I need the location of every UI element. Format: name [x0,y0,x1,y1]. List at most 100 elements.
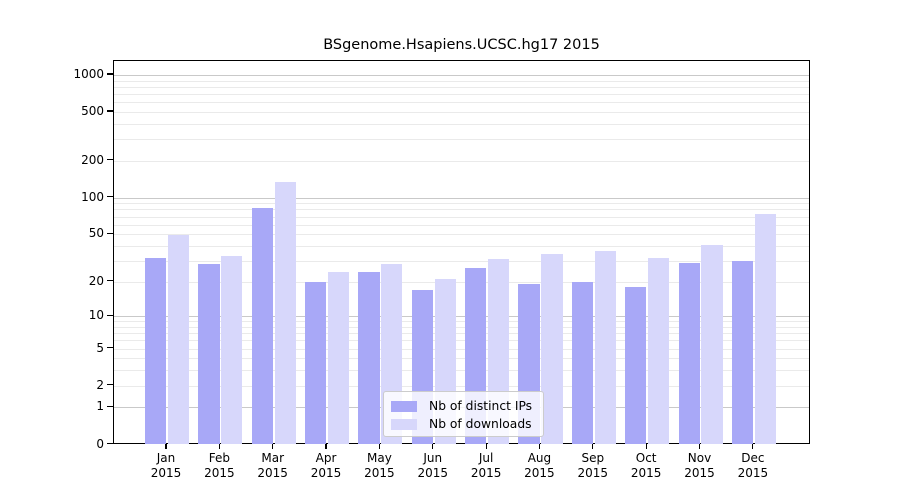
x-tick-mark [165,444,167,449]
x-tick-year: 2015 [524,465,555,480]
bar-distinct-ips [358,272,380,445]
x-tick-mark [432,444,434,449]
gridline-minor [114,123,809,125]
gridline-minor [114,203,809,205]
legend-entry-distinct-ips: Nb of distinct IPs [391,398,537,416]
gridline-minor [114,326,809,328]
x-tick-month: Aug [527,450,552,465]
gridline-minor [114,102,809,104]
bar-downloads [647,257,670,445]
y-tick-mark [107,384,113,386]
x-tick-year: 2015 [257,465,288,480]
y-tick-mark [107,159,113,161]
x-tick-year: 2015 [630,465,662,480]
y-tick-label: 200 [81,152,104,167]
x-tick-month: Oct [635,450,657,465]
y-tick-label: 100 [81,189,104,204]
bar-distinct-ips [305,281,327,445]
legend-label-downloads: Nb of downloads [429,416,532,431]
x-tick-mark [378,444,380,449]
x-tick-label-jun: Jun 2015 [406,451,460,481]
x-tick-month: Sep [581,450,605,465]
y-tick-label: 2 [96,377,104,392]
y-tick-label: 0 [96,436,104,451]
bar-downloads [221,255,243,445]
y-tick-mark [107,196,113,198]
y-tick-mark [107,232,113,234]
gridline-minor [114,340,809,342]
gridline-minor [114,209,809,211]
x-tick-mark [272,444,274,449]
x-tick-month: May [366,450,392,465]
legend-label-distinct-ips: Nb of distinct IPs [429,399,533,414]
gridline-minor [114,385,809,387]
x-tick-month: Mar [261,450,284,465]
legend: Nb of distinct IPs Nb of downloads [383,391,544,437]
x-tick-year: 2015 [310,465,342,480]
x-tick-year: 2015 [684,465,715,480]
gridline-minor [114,348,809,350]
x-tick-month: Apr [315,450,337,465]
gridline-minor [114,80,809,82]
y-tick-label: 5 [96,340,104,355]
bar-downloads [274,181,296,445]
legend-swatch-downloads [391,418,417,430]
x-tick-label-mar: Mar 2015 [246,451,300,481]
bar-downloads [541,254,563,445]
gridline-minor [114,281,809,283]
chart-title: BSgenome.Hsapiens.UCSC.hg17 2015 [323,37,600,53]
bar-downloads [167,235,190,445]
gridline-minor [114,370,809,372]
y-tick-label: 500 [81,104,104,119]
x-tick-label-feb: Feb 2015 [192,451,246,481]
bar-distinct-ips [625,287,647,445]
bar-downloads [327,272,350,445]
bar-distinct-ips [731,260,754,445]
gridline-minor [114,260,809,262]
x-tick-mark [538,444,541,449]
x-tick-mark [325,444,327,449]
bar-downloads [594,251,616,445]
bar-downloads [701,244,723,445]
y-tick-mark [107,110,113,112]
gridline-major [114,75,809,77]
y-tick-label: 20 [88,273,104,288]
x-tick-month: Jul [478,450,494,465]
gridline-minor [114,234,809,236]
gridline-minor [114,112,809,114]
x-tick-year: 2015 [150,465,182,480]
gridline-minor [114,224,809,226]
x-tick-year: 2015 [204,465,235,480]
gridline-minor [114,245,809,247]
gridline-major [114,197,809,199]
x-tick-month: Dec [741,450,765,465]
y-tick-mark [107,73,113,75]
x-tick-month: Nov [687,450,712,465]
gridline-major [114,316,809,318]
y-tick-mark [107,405,113,408]
bar-distinct-ips [198,264,220,445]
x-tick-label-may: May 2015 [352,451,406,481]
bar-distinct-ips [571,281,594,445]
gridline-minor [114,358,809,360]
x-tick-year: 2015 [417,465,449,480]
x-tick-label-nov: Nov 2015 [673,451,727,481]
x-tick-month: Jan [156,450,176,465]
x-tick-year: 2015 [577,465,609,480]
x-tick-year: 2015 [364,465,395,480]
y-tick-label: 1000 [73,67,104,82]
plot-area [113,60,810,445]
x-tick-label-apr: Apr 2015 [299,451,353,481]
x-tick-mark [218,444,220,449]
x-tick-label-dec: Dec 2015 [726,451,780,481]
gridline-minor [114,86,809,88]
bar-distinct-ips [145,257,167,445]
y-tick-label: 10 [88,308,104,323]
x-tick-mark [485,444,487,449]
gridline-minor [114,321,809,323]
x-tick-month: Feb [208,450,230,465]
x-tick-label-aug: Aug 2015 [512,451,566,481]
x-tick-mark [752,444,754,449]
x-tick-label-oct: Oct 2015 [619,451,673,481]
